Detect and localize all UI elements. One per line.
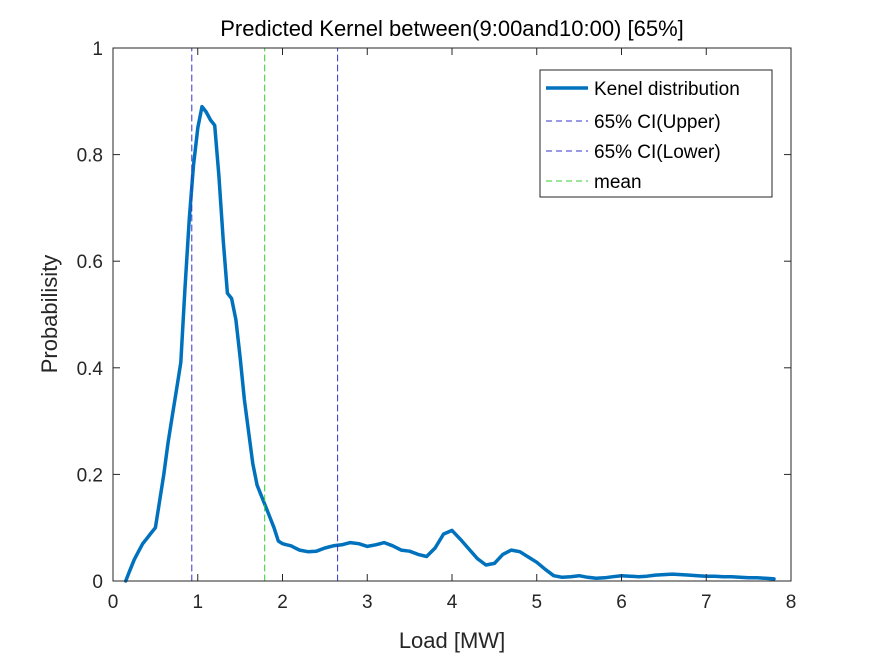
x-tick-label-8: 8 [786,592,797,613]
y-tick-label-3: 0.6 [77,252,103,273]
y-axis-label: Probabilisity [37,255,62,374]
x-axis-label: Load [MW] [399,628,505,653]
chart-title: Predicted Kernel between(9:00and10:00) [… [220,16,684,41]
x-tick-label-6: 6 [616,592,627,613]
legend-label-mean: mean [594,172,642,193]
legend-label-ci-upper: 65% CI(Upper) [594,112,721,133]
legend: Kenel distribution 65% CI(Upper) 65% CI(… [539,69,773,198]
x-tick-label-0: 0 [108,592,119,613]
series-kernel-distribution-line [123,104,776,583]
x-tick-label-5: 5 [531,592,542,613]
x-tick-label-4: 4 [447,592,458,613]
legend-label-ci-lower: 65% CI(Lower) [594,142,721,163]
y-tick-label-4: 0.8 [77,146,103,167]
legend-label-kernel: Kenel distribution [594,79,740,100]
x-tick-label-2: 2 [277,592,288,613]
y-tick-label-5: 1 [92,39,103,60]
y-tick-label-0: 0 [92,572,103,593]
x-tick-label-1: 1 [192,592,203,613]
y-tick-label-2: 0.4 [77,359,104,380]
ticks-layer: 0 1 2 3 4 5 6 7 8 0 0.2 0.4 0.6 0.8 1 [77,39,797,613]
x-tick-label-3: 3 [362,592,373,613]
legend-box [539,69,773,198]
y-tick-label-1: 0.2 [77,465,103,486]
series-layer [123,47,776,583]
x-tick-label-7: 7 [701,592,712,613]
